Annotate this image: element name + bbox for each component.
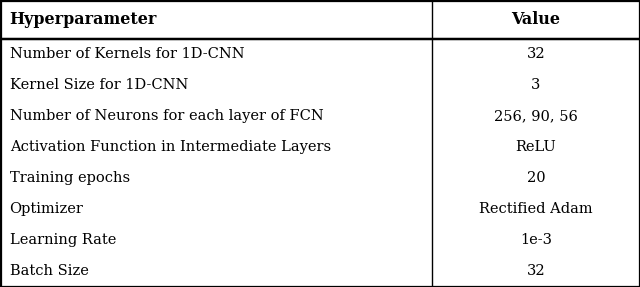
Text: Activation Function in Intermediate Layers: Activation Function in Intermediate Laye… (10, 140, 331, 154)
Text: 32: 32 (527, 47, 545, 61)
Text: ReLU: ReLU (516, 140, 556, 154)
Text: Batch Size: Batch Size (10, 265, 88, 278)
Text: 256, 90, 56: 256, 90, 56 (494, 109, 578, 123)
Text: Hyperparameter: Hyperparameter (10, 11, 157, 28)
Text: Number of Kernels for 1D-CNN: Number of Kernels for 1D-CNN (10, 47, 244, 61)
Text: 1e-3: 1e-3 (520, 233, 552, 247)
Text: Value: Value (511, 11, 561, 28)
Text: 32: 32 (527, 265, 545, 278)
Text: 3: 3 (531, 78, 541, 92)
Text: Optimizer: Optimizer (10, 202, 83, 216)
Text: Kernel Size for 1D-CNN: Kernel Size for 1D-CNN (10, 78, 188, 92)
Text: 20: 20 (527, 171, 545, 185)
Text: Training epochs: Training epochs (10, 171, 130, 185)
Text: Rectified Adam: Rectified Adam (479, 202, 593, 216)
Text: Learning Rate: Learning Rate (10, 233, 116, 247)
Text: Number of Neurons for each layer of FCN: Number of Neurons for each layer of FCN (10, 109, 323, 123)
